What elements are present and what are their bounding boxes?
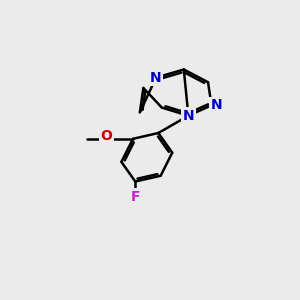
Text: N: N xyxy=(210,98,222,112)
Text: F: F xyxy=(130,190,140,203)
Text: N: N xyxy=(150,70,162,85)
Text: N: N xyxy=(183,109,194,123)
Text: O: O xyxy=(100,129,112,143)
